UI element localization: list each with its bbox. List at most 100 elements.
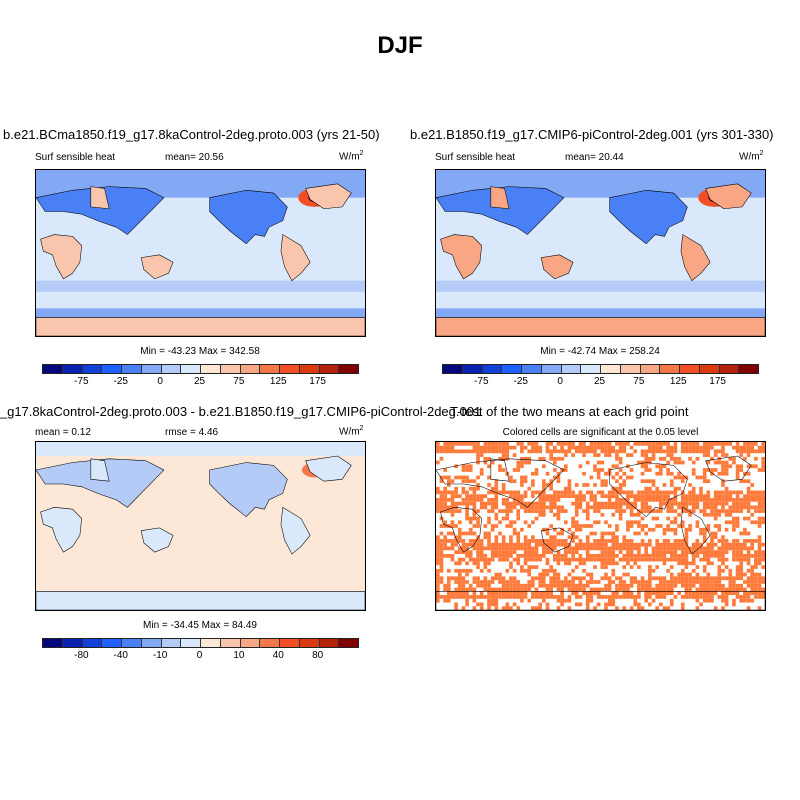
significant-cell	[662, 498, 667, 502]
significant-cell	[450, 501, 455, 506]
significant-cell	[629, 565, 634, 569]
significant-cell	[691, 490, 696, 495]
significant-cell	[468, 539, 473, 543]
significant-cell	[600, 449, 605, 454]
significant-cell	[702, 587, 707, 592]
panel-3-units: W/m2	[339, 425, 364, 438]
significant-cell	[472, 516, 477, 521]
significant-cell	[560, 442, 564, 446]
significant-cell	[710, 468, 714, 472]
significant-cell	[648, 568, 652, 573]
significant-cell	[527, 583, 532, 588]
significant-cell	[585, 550, 590, 554]
significant-cell	[487, 598, 491, 603]
significant-cell	[717, 557, 722, 562]
significant-cell	[640, 494, 645, 498]
significant-cell	[735, 524, 740, 528]
significant-cell	[618, 456, 623, 461]
colorbar-tick-label: 175	[709, 376, 726, 387]
significant-cell	[637, 580, 641, 584]
significant-cell	[750, 512, 755, 517]
significant-cell	[604, 546, 608, 551]
significant-cell	[750, 505, 755, 510]
significant-cell	[571, 591, 575, 596]
significant-cell	[717, 539, 722, 543]
significant-cell	[655, 509, 659, 513]
significant-cell	[534, 471, 539, 476]
significant-cell	[750, 445, 755, 450]
significant-cell	[706, 498, 711, 502]
panel-4-subtitle: Colored cells are significant at the 0.0…	[502, 427, 699, 438]
significant-cell	[523, 494, 528, 498]
significant-cell	[542, 456, 546, 461]
significant-cell	[746, 595, 751, 599]
significant-cell	[626, 490, 630, 495]
significant-cell	[695, 550, 700, 554]
significant-cell	[680, 550, 685, 554]
significant-cell	[721, 464, 725, 469]
significant-cell	[702, 550, 707, 554]
significant-cell	[582, 576, 586, 581]
significant-cell	[691, 442, 696, 446]
significant-cell	[512, 498, 517, 502]
significant-cell	[728, 505, 733, 510]
significant-cell	[552, 505, 557, 510]
significant-cell	[512, 546, 517, 551]
significant-cell	[691, 580, 696, 584]
significant-cell	[677, 539, 681, 543]
significant-cell	[677, 561, 681, 566]
significant-cell	[582, 449, 586, 454]
significant-cell	[520, 449, 524, 454]
significant-cell	[476, 561, 480, 566]
significant-cell	[710, 498, 714, 502]
significant-cell	[487, 531, 491, 536]
significant-cell	[538, 445, 543, 450]
significant-cell	[476, 576, 480, 581]
significant-cell	[593, 498, 597, 502]
significant-cell	[596, 595, 601, 599]
significant-cell	[706, 527, 711, 532]
significant-cell	[732, 580, 736, 584]
significant-cell	[567, 587, 572, 592]
panel-2-colorbar	[442, 364, 759, 374]
significant-cell	[527, 501, 532, 506]
significant-cell	[699, 602, 703, 607]
significant-cell	[629, 595, 634, 599]
significant-cell	[538, 449, 543, 454]
significant-cell	[552, 445, 557, 450]
significant-cell	[563, 546, 568, 551]
significant-cell	[443, 546, 447, 551]
significant-cell	[684, 561, 689, 566]
significant-cell	[454, 494, 458, 498]
significant-cell	[446, 442, 451, 446]
significant-cell	[538, 498, 543, 502]
significant-cell	[604, 494, 608, 498]
significant-cell	[633, 520, 638, 525]
significant-cell	[721, 539, 725, 543]
significant-cell	[457, 539, 462, 543]
significant-cell	[534, 554, 539, 558]
significant-cell	[578, 580, 583, 584]
significant-cell	[695, 449, 700, 454]
significant-cell	[556, 595, 561, 599]
significant-cell	[465, 580, 469, 584]
significant-cell	[691, 557, 696, 562]
significant-cell	[673, 475, 678, 480]
significant-cell	[651, 453, 656, 457]
significant-cell	[688, 524, 692, 528]
significant-cell	[483, 460, 488, 465]
significant-cell	[622, 587, 627, 592]
significant-cell	[571, 442, 575, 446]
significant-cell	[487, 580, 491, 584]
significant-cell	[505, 524, 510, 528]
significant-cell	[757, 524, 762, 528]
significant-cell	[505, 550, 510, 554]
significant-cell	[501, 587, 506, 592]
significant-cell	[549, 539, 553, 543]
colorbar-box	[122, 365, 142, 373]
significant-cell	[600, 554, 605, 558]
significant-cell	[531, 509, 535, 513]
significant-cell	[538, 554, 543, 558]
significant-cell	[648, 479, 652, 484]
significant-cell	[534, 449, 539, 454]
